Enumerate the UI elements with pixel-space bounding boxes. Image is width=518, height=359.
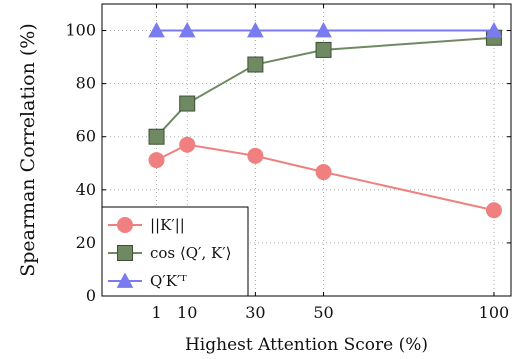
data-point xyxy=(179,95,196,112)
legend-marker xyxy=(117,245,133,261)
x-tick-label: 1 xyxy=(151,303,161,322)
y-tick-label: 0 xyxy=(86,286,96,305)
y-tick-label: 40 xyxy=(76,180,96,199)
y-axis-title: Spearman Correlation (%) xyxy=(17,23,39,277)
x-tick-label: 100 xyxy=(479,303,510,322)
data-point xyxy=(485,202,502,219)
y-tick-label: 60 xyxy=(76,127,96,146)
data-point xyxy=(247,56,264,73)
data-point xyxy=(179,136,196,153)
y-tick-label: 20 xyxy=(76,233,96,252)
x-axis-title: Highest Attention Score (%) xyxy=(185,335,428,355)
data-point xyxy=(148,21,165,38)
data-point xyxy=(178,21,196,38)
data-point xyxy=(315,21,332,38)
legend-marker xyxy=(117,217,133,233)
data-point xyxy=(315,164,332,181)
data-point xyxy=(247,147,264,164)
data-point xyxy=(315,41,332,58)
axis-ticks: 0 20 40 60 80 100 1 10 30 50 100 xyxy=(65,4,511,322)
x-tick-label: 50 xyxy=(313,303,333,322)
legend-label: Q′K′ᵀ xyxy=(150,272,187,290)
plot-frame xyxy=(101,3,512,297)
data-point xyxy=(148,128,165,145)
series-triangle xyxy=(148,21,503,38)
legend-label: ||K′|| xyxy=(150,216,185,234)
legend-item: cos ⟨Q′, K′⟩ xyxy=(108,244,231,262)
data-point xyxy=(148,152,165,169)
y-tick-label: 100 xyxy=(65,21,96,40)
legend-marker xyxy=(116,272,134,288)
data-point xyxy=(247,21,264,38)
legend-item: Q′K′ᵀ xyxy=(108,272,187,290)
series-square xyxy=(148,29,502,145)
data-point xyxy=(485,21,503,38)
x-tick-label: 10 xyxy=(177,303,197,322)
y-tick-label: 80 xyxy=(76,74,96,93)
series-group xyxy=(148,21,503,219)
legend-label: cos ⟨Q′, K′⟩ xyxy=(150,244,231,262)
series-circle xyxy=(148,136,502,219)
legend: ||K′|| cos ⟨Q′, K′⟩ Q′K′ᵀ xyxy=(101,206,249,297)
legend-item: ||K′|| xyxy=(108,216,185,234)
x-tick-label: 30 xyxy=(245,303,265,322)
